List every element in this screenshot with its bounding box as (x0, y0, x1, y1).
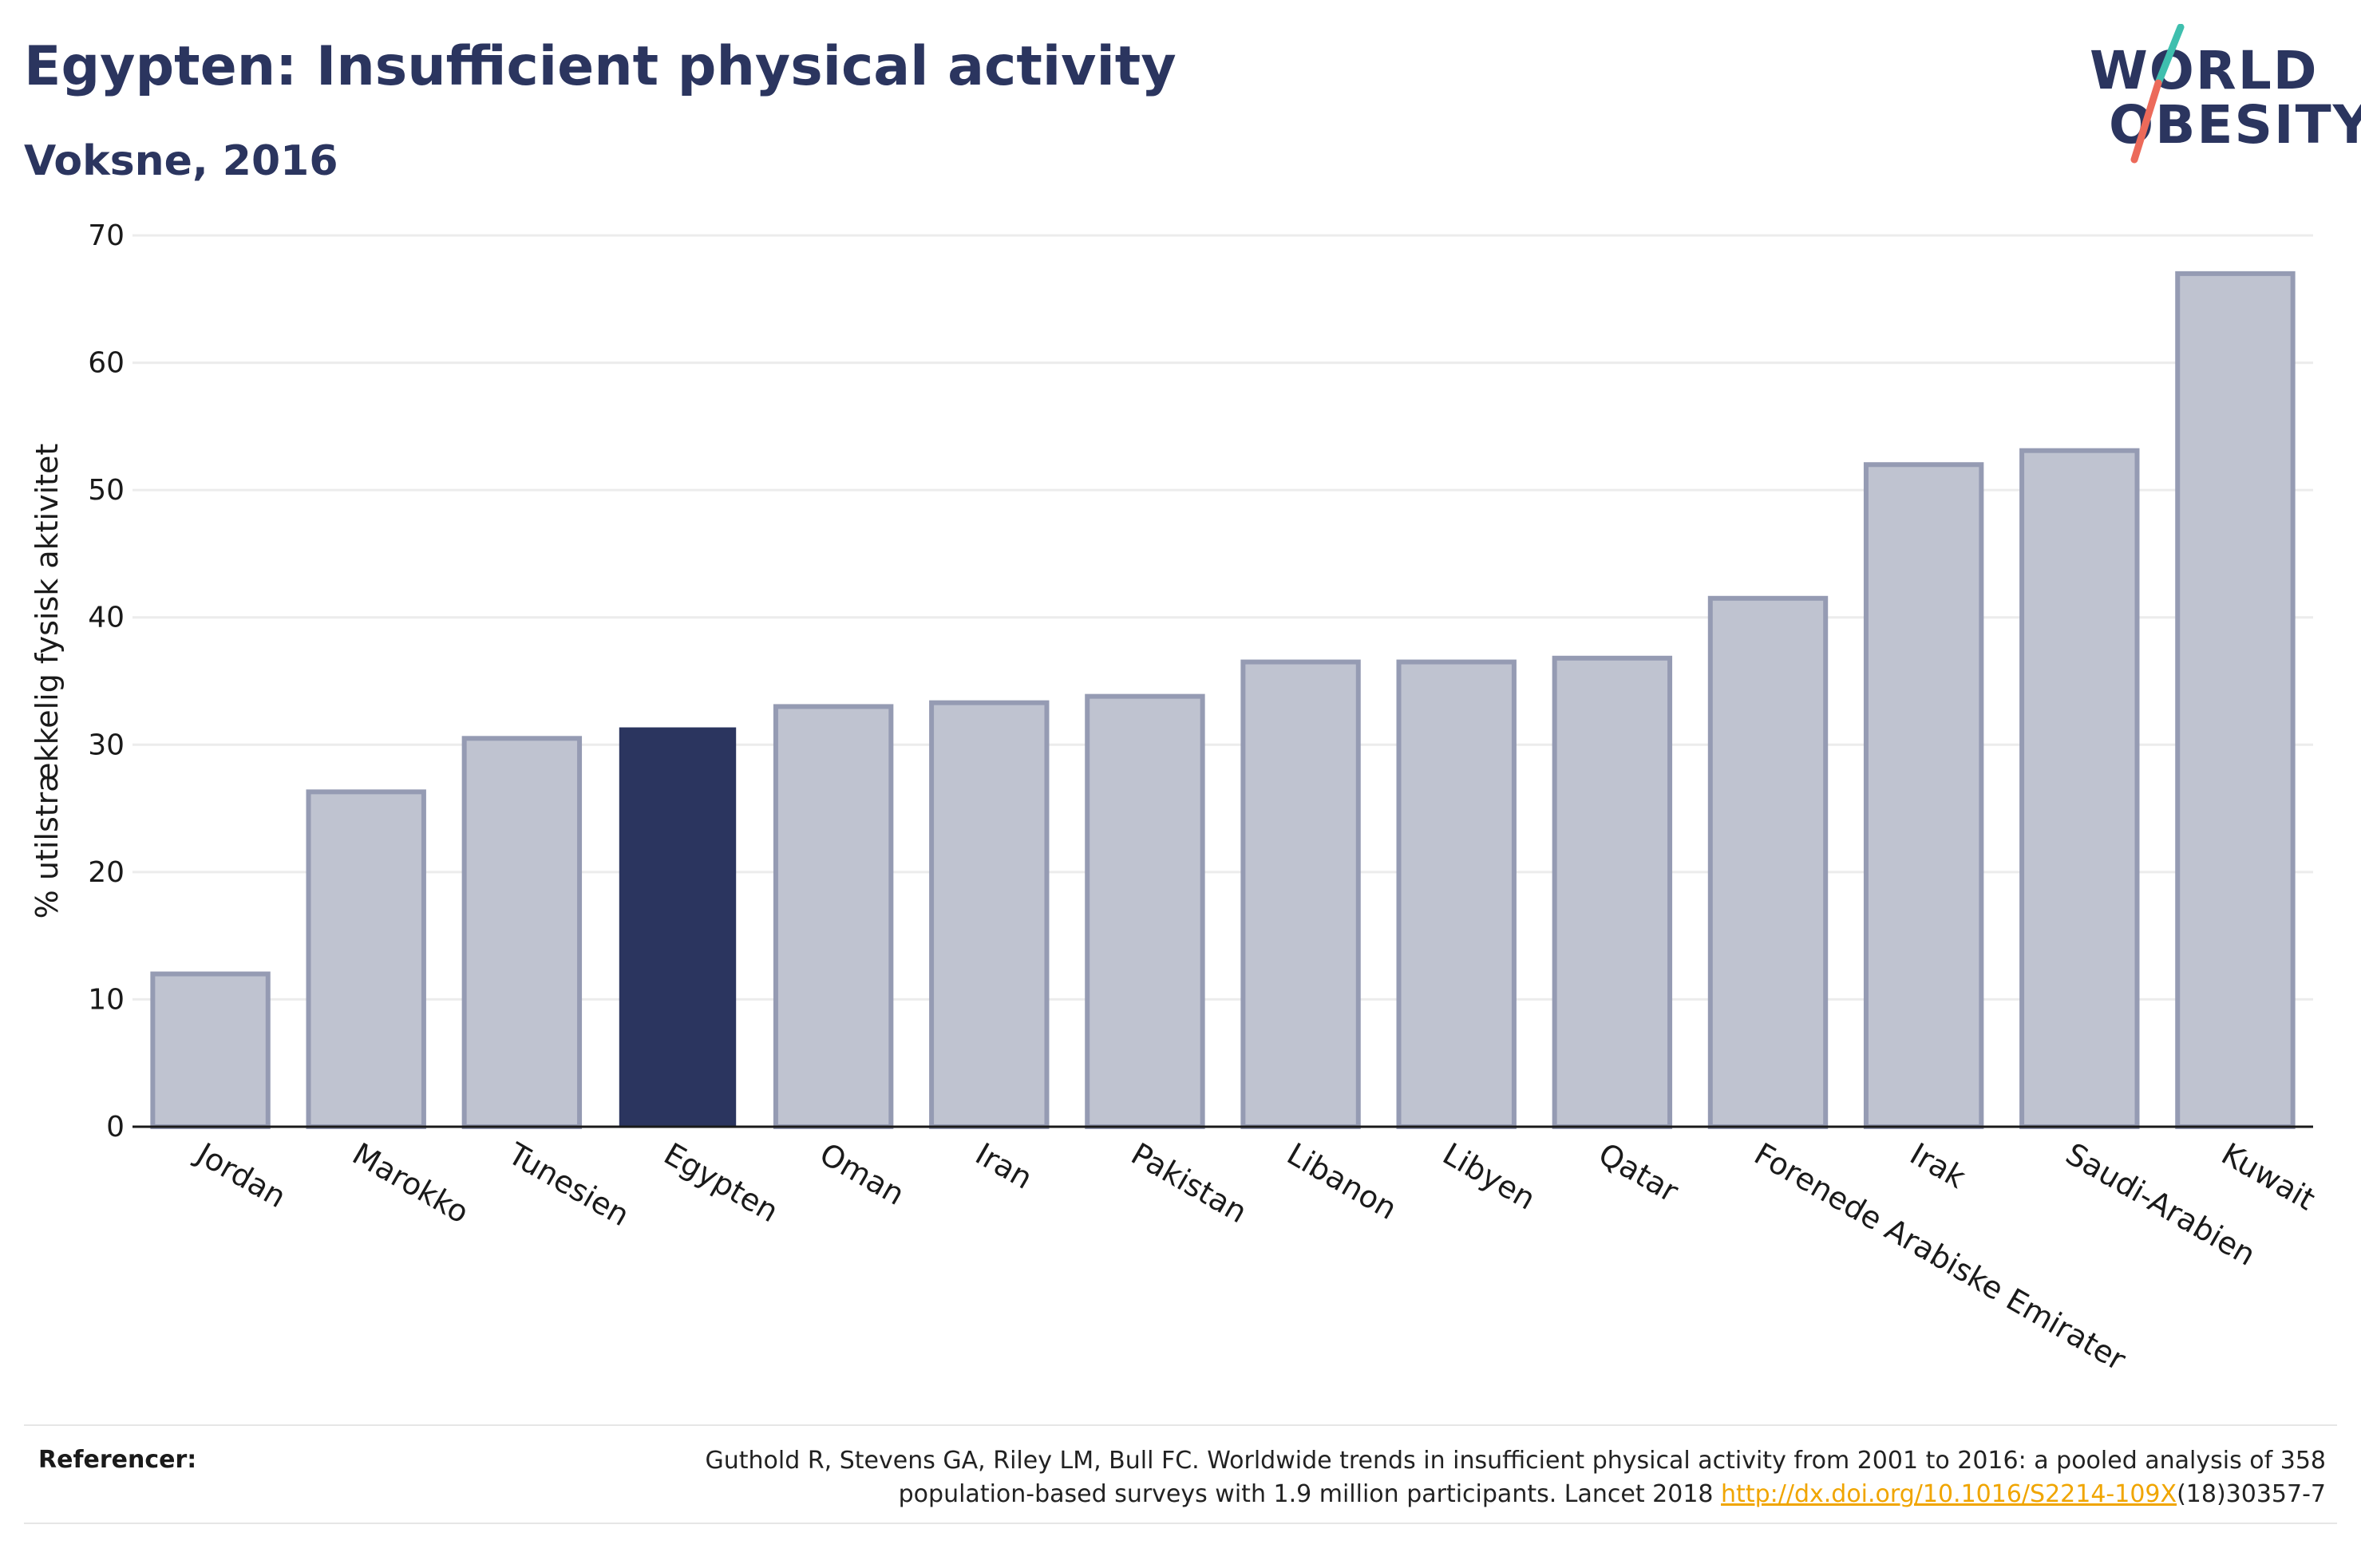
x-tick-label: Qatar (1592, 1136, 1684, 1210)
x-tick-label: Iran (970, 1136, 1038, 1196)
bar (1552, 655, 1673, 1129)
references-text: Guthold R, Stevens GA, Riley LM, Bull FC… (490, 1444, 2326, 1511)
bar (1863, 462, 1984, 1129)
y-tick-label: 60 (88, 347, 125, 380)
y-tick-label: 70 (88, 219, 125, 252)
x-tick-label: Marokko (346, 1136, 475, 1230)
y-tick-label: 30 (88, 729, 125, 761)
y-tick-label: 40 (88, 602, 125, 634)
bar (773, 704, 894, 1129)
references-bottom-divider (24, 1523, 2337, 1524)
bar (1707, 595, 1829, 1129)
x-tick-label: Egypten (658, 1136, 785, 1230)
y-tick-label: 0 (106, 1111, 125, 1143)
references-label: Referencer: (38, 1446, 197, 1474)
y-tick-label: 20 (88, 856, 125, 889)
bar (2175, 271, 2296, 1129)
reference-line-2-start: population-based surveys with 1.9 millio… (898, 1480, 1722, 1508)
bar (306, 789, 426, 1129)
y-tick-label: 50 (88, 474, 125, 507)
x-tick-label: Libanon (1281, 1136, 1402, 1226)
bar (929, 700, 1050, 1129)
world-obesity-logo: WORLD OBESITY (2075, 24, 2361, 168)
x-tick-label: Kuwait (2216, 1136, 2321, 1218)
x-tick-label: Oman (814, 1136, 911, 1212)
reference-line-2-end: (18)30357-7 (2177, 1480, 2326, 1508)
bar (1085, 693, 1205, 1129)
bar (1396, 659, 1517, 1129)
y-axis-title: % utilstrækkelig fysisk aktivitet (30, 444, 65, 919)
reference-line-1: Guthold R, Stevens GA, Riley LM, Bull FC… (705, 1447, 2326, 1475)
bar (1240, 659, 1361, 1129)
reference-line-2: population-based surveys with 1.9 millio… (490, 1478, 2326, 1511)
bar-chart: 0 10 20 30 40 50 60 70 % utilstrækkelig fysisk a… (30, 219, 2321, 1377)
x-tick-label: Libyen (1437, 1136, 1541, 1217)
x-tick-label: Tunesien (501, 1136, 635, 1233)
x-tick-label: Pakistan (1125, 1136, 1253, 1230)
bar-highlighted (619, 727, 737, 1128)
bar (150, 971, 271, 1129)
references-top-divider (24, 1424, 2337, 1426)
chart-title: Egypten: Insufficient physical activity (24, 35, 1177, 98)
bar (461, 736, 583, 1129)
x-tick-label: Jordan (189, 1136, 291, 1215)
x-tick-label: Irak (1904, 1136, 1971, 1195)
reference-doi-link[interactable]: http://dx.doi.org/10.1016/S2214-109X (1721, 1480, 2177, 1508)
y-tick-label: 10 (88, 983, 125, 1016)
bar (2019, 448, 2140, 1129)
logo-text-world: WORLD (2090, 40, 2319, 101)
chart-subtitle: Voksne, 2016 (24, 137, 338, 185)
logo-slash-icon (2130, 24, 2185, 164)
